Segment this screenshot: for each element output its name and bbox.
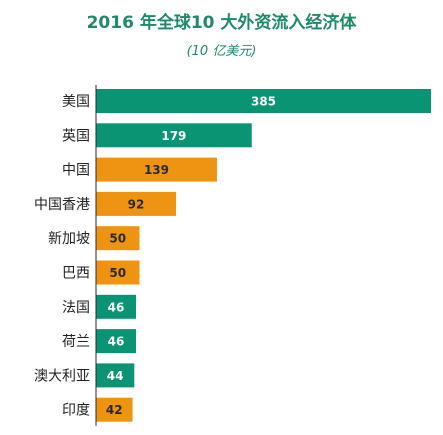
chart-subtitle: (10 亿美元)	[186, 44, 257, 59]
bar	[96, 226, 140, 251]
category-label: 法国	[62, 300, 90, 316]
bar	[96, 329, 137, 354]
chart-title: 2016 年全球10 大外资流入经济体	[86, 13, 357, 33]
category-label: 印度	[62, 403, 90, 419]
category-label: 中国香港	[34, 197, 90, 213]
value-label: 46	[108, 300, 125, 314]
category-label: 荷兰	[62, 334, 90, 350]
category-label: 美国	[62, 94, 90, 110]
category-label: 中国	[62, 163, 90, 179]
value-label: 385	[251, 95, 276, 109]
bar	[96, 260, 140, 285]
bar	[96, 89, 431, 113]
value-label: 50	[109, 232, 126, 246]
value-label: 50	[109, 266, 126, 280]
bar	[96, 294, 137, 319]
bar	[96, 157, 217, 182]
category-label: 英国	[62, 127, 90, 144]
category-label: 巴西	[62, 266, 90, 282]
value-label: 179	[161, 129, 186, 143]
value-label: 139	[144, 163, 169, 177]
value-label: 42	[106, 403, 123, 417]
category-label: 新加坡	[48, 231, 90, 247]
value-label: 46	[108, 335, 125, 349]
value-label: 44	[107, 369, 124, 383]
category-label: 澳大利亚	[34, 368, 90, 384]
bar	[96, 363, 135, 388]
value-label: 92	[128, 197, 145, 211]
bar	[96, 191, 177, 216]
bar	[96, 123, 252, 148]
bar	[96, 397, 133, 422]
